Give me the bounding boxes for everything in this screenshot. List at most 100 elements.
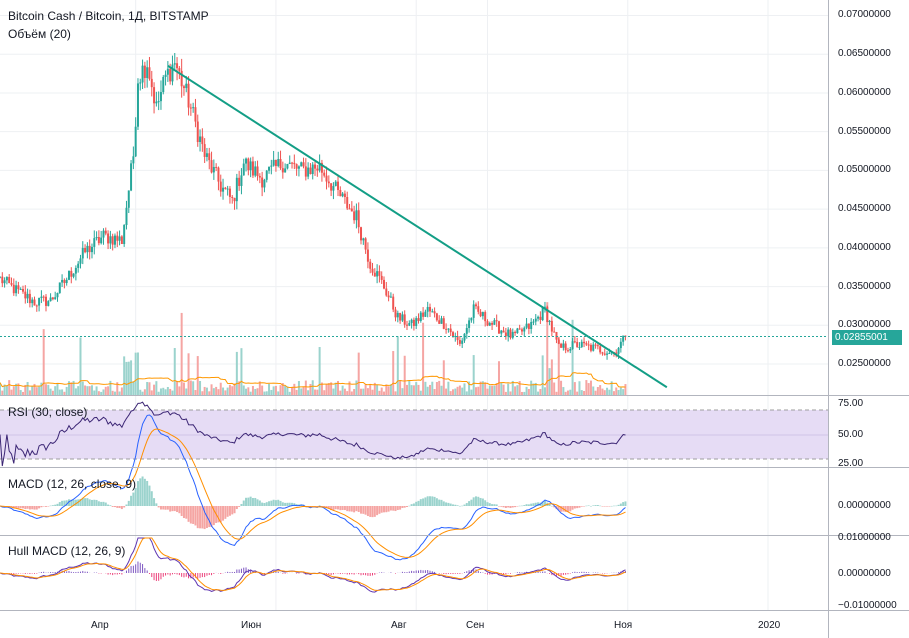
candle-body bbox=[481, 312, 484, 317]
candle-body bbox=[438, 320, 441, 324]
candle-body bbox=[576, 341, 579, 348]
volume-bar bbox=[15, 383, 18, 395]
volume-bar bbox=[159, 388, 162, 395]
volume-bar bbox=[415, 382, 418, 395]
macd-histogram-bar bbox=[500, 506, 503, 507]
volume-bar bbox=[525, 386, 528, 395]
candle-body bbox=[293, 162, 296, 165]
candle-body bbox=[555, 332, 558, 340]
last-price-tag: 0.02855001 bbox=[832, 330, 902, 345]
hull-signal-line bbox=[0, 537, 626, 591]
macd-histogram-bar bbox=[314, 506, 317, 507]
volume-bar bbox=[596, 387, 599, 395]
macd-histogram-bar bbox=[111, 506, 114, 507]
volume-bar bbox=[484, 382, 487, 395]
candle-body bbox=[33, 299, 36, 306]
macd-histogram-bar bbox=[251, 497, 254, 506]
price-axis-tick: 0.07000000 bbox=[838, 9, 891, 21]
candle-body bbox=[295, 164, 298, 169]
macd-histogram-bar bbox=[385, 506, 388, 513]
volume-bar bbox=[203, 386, 206, 395]
candle-body bbox=[454, 336, 457, 338]
candle-body bbox=[415, 318, 418, 326]
candle-body bbox=[3, 280, 6, 284]
macd-histogram-bar bbox=[543, 500, 546, 506]
volume-bar bbox=[366, 388, 369, 395]
candle-body bbox=[357, 210, 360, 228]
macd-histogram-bar bbox=[557, 506, 560, 511]
candle-body bbox=[88, 245, 91, 253]
candle-body bbox=[406, 324, 409, 326]
time-axis-tick: Ноя bbox=[614, 620, 633, 631]
candle-body bbox=[15, 285, 18, 294]
volume-bar bbox=[357, 352, 360, 395]
volume-bar bbox=[288, 391, 291, 395]
macd-histogram-bar bbox=[102, 501, 105, 506]
macd-histogram-bar bbox=[479, 497, 482, 506]
volume-bar bbox=[323, 390, 326, 395]
rsi-axis-tick: 25.00 bbox=[838, 458, 864, 467]
volume-bar bbox=[77, 386, 80, 395]
volume-bar bbox=[58, 389, 61, 395]
volume-bar bbox=[79, 337, 82, 395]
volume-bar bbox=[447, 381, 450, 395]
candle-body bbox=[307, 167, 310, 177]
candle-body bbox=[592, 344, 595, 351]
volume-bar bbox=[583, 390, 586, 395]
volume-bar bbox=[274, 385, 277, 395]
volume-bar bbox=[463, 383, 466, 395]
volume-bar bbox=[199, 381, 202, 395]
volume-indicator-label[interactable]: Объём (20) bbox=[8, 27, 71, 41]
volume-bar bbox=[527, 388, 530, 395]
volume-bar bbox=[608, 389, 611, 395]
candle-body bbox=[484, 312, 487, 322]
volume-bar bbox=[500, 382, 503, 395]
candle-body bbox=[316, 168, 319, 171]
candle-body bbox=[155, 101, 158, 104]
candle-body bbox=[196, 121, 199, 143]
macd-histogram-bar bbox=[86, 498, 89, 506]
volume-bar bbox=[516, 385, 519, 395]
macd-histogram-bar bbox=[15, 506, 18, 509]
rsi-label[interactable]: RSI (30, close) bbox=[8, 405, 88, 419]
candle-body bbox=[291, 162, 294, 164]
volume-bar bbox=[511, 380, 514, 395]
macd-histogram-bar bbox=[511, 506, 514, 508]
volume-bar bbox=[28, 390, 31, 395]
macd-histogram-bar bbox=[104, 502, 107, 506]
volume-bar bbox=[555, 391, 558, 395]
candle-body bbox=[353, 211, 356, 221]
volume-bar bbox=[523, 391, 526, 395]
volume-bar bbox=[599, 385, 602, 395]
candle-body bbox=[56, 292, 59, 298]
candle-body bbox=[470, 317, 473, 321]
candle-body bbox=[189, 107, 192, 109]
volume-bar bbox=[72, 380, 75, 395]
candle-body bbox=[263, 179, 266, 188]
candle-body bbox=[215, 166, 218, 168]
price-axis-tick: 0.04000000 bbox=[838, 241, 891, 253]
candle-body bbox=[28, 293, 31, 304]
macd-histogram-bar bbox=[79, 498, 82, 506]
volume-bar bbox=[428, 384, 431, 395]
candle-body bbox=[5, 277, 8, 281]
macd-histogram-bar bbox=[435, 498, 438, 506]
macd-histogram-bar bbox=[362, 506, 365, 514]
candle-body bbox=[332, 186, 335, 191]
macd-histogram-bar bbox=[596, 505, 599, 506]
macd-histogram-bar bbox=[242, 500, 245, 506]
volume-bar bbox=[481, 381, 484, 395]
volume-bar bbox=[284, 385, 287, 395]
volume-bar bbox=[504, 391, 507, 395]
macd-histogram-bar bbox=[134, 487, 137, 506]
volume-bar bbox=[97, 391, 100, 395]
candle-body bbox=[314, 164, 317, 169]
hull-macd-label[interactable]: Hull MACD (12, 26, 9) bbox=[8, 544, 126, 558]
trendline[interactable] bbox=[167, 64, 668, 389]
macd-label[interactable]: MACD (12, 26, close, 9) bbox=[8, 477, 137, 491]
volume-bar bbox=[309, 383, 312, 395]
macd-histogram-bar bbox=[247, 497, 250, 506]
macd-histogram-bar bbox=[403, 506, 406, 508]
volume-bar bbox=[40, 382, 43, 395]
